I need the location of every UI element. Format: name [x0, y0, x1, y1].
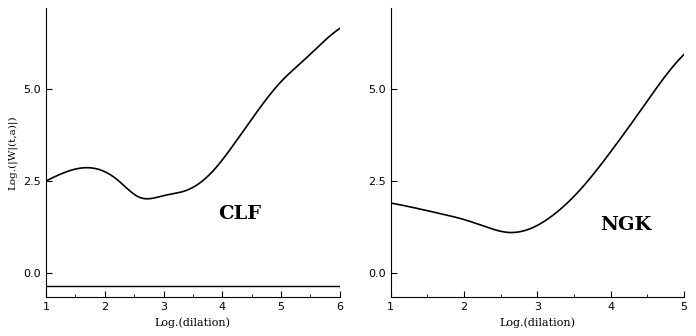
Text: CLF: CLF [219, 205, 261, 223]
Text: NGK: NGK [600, 216, 651, 234]
X-axis label: Log.(dilation): Log.(dilation) [500, 317, 576, 328]
X-axis label: Log.(dilation): Log.(dilation) [155, 317, 231, 328]
Y-axis label: Log.(|W|(t,a)|): Log.(|W|(t,a)|) [8, 115, 18, 190]
